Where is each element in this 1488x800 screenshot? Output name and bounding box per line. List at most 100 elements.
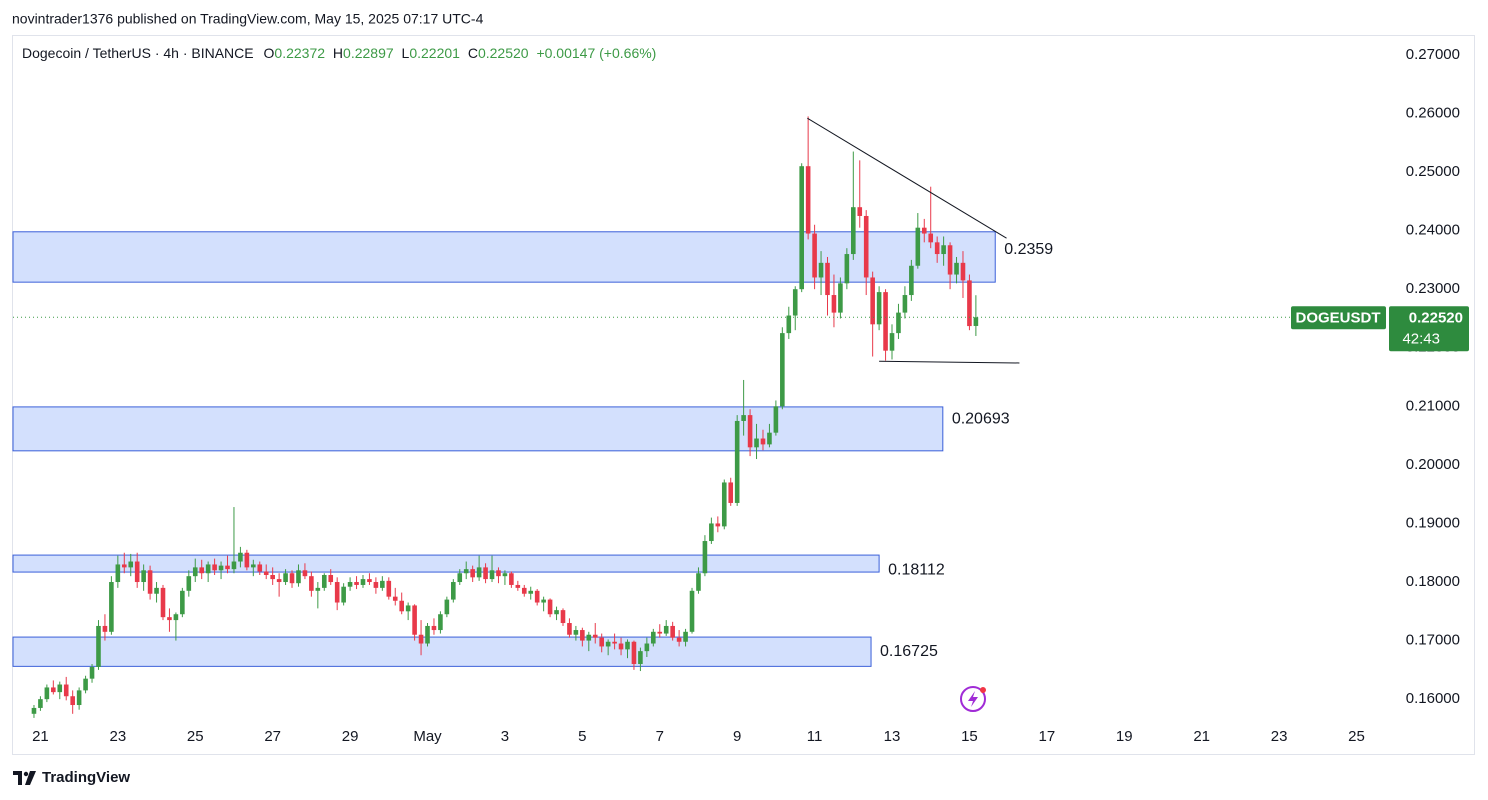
candle-body: [876, 292, 882, 325]
candle-body: [612, 641, 617, 644]
candle-body: [192, 567, 198, 577]
x-tick-label: 17: [1039, 728, 1056, 745]
candle-body: [547, 599, 553, 615]
candle-body: [973, 317, 979, 326]
candle-body: [709, 523, 714, 542]
symbol-tag-label: DOGEUSDT: [1295, 309, 1380, 326]
candle-body: [470, 569, 475, 578]
zone: [12, 554, 880, 573]
candle-body: [218, 565, 224, 571]
candle-body: [502, 573, 508, 577]
candle-body: [244, 552, 250, 568]
x-tick-label: 15: [961, 728, 978, 745]
candle-body: [960, 262, 966, 281]
o-label: O: [264, 45, 275, 61]
candle-body: [883, 292, 888, 351]
candle-body: [321, 574, 327, 588]
candle-body: [76, 690, 82, 706]
candle-body: [186, 576, 192, 591]
candle-body: [741, 415, 746, 421]
zone-level-label: 0.16725: [880, 643, 938, 660]
candle-body: [760, 438, 766, 445]
candle-body: [386, 580, 392, 597]
candle-body: [863, 215, 869, 278]
candle-body: [618, 643, 624, 650]
candle-body: [651, 631, 656, 644]
candle-body: [521, 587, 527, 594]
x-tick-label: 25: [1348, 728, 1365, 745]
x-tick-label: 21: [1193, 728, 1210, 745]
x-tick-label: May: [413, 728, 442, 745]
y-tick-label: 0.16000: [1406, 690, 1460, 707]
candle-body: [967, 280, 972, 327]
candle-body: [289, 573, 295, 584]
candle-body: [728, 482, 734, 503]
candle-body: [947, 245, 953, 275]
price-tag: [1389, 306, 1469, 352]
candle-body: [476, 567, 482, 578]
candle-body: [147, 570, 153, 594]
candle-body: [180, 590, 185, 615]
change-value: +0.00147: [536, 45, 595, 61]
candle-body: [670, 625, 675, 638]
y-tick-label: 0.18000: [1406, 573, 1460, 590]
x-tick-label: 9: [733, 728, 741, 745]
candle-body: [63, 684, 69, 697]
candle-body: [676, 637, 682, 642]
candle-body: [702, 541, 708, 574]
candle-body: [251, 564, 256, 568]
logo-part: [13, 771, 22, 785]
candle-body: [444, 599, 450, 615]
c-label: C: [468, 45, 478, 61]
brand-logo: [13, 771, 36, 785]
candle-body: [354, 582, 359, 585]
candle-body: [173, 614, 179, 621]
candle-body: [857, 207, 863, 216]
low-value: 0.22201: [409, 45, 460, 61]
price-tag-label: 0.22520: [1409, 309, 1463, 326]
icon-ring: [960, 686, 986, 712]
y-tick-label: 0.21000: [1406, 397, 1460, 414]
zone: [12, 231, 996, 283]
candle-body: [373, 582, 379, 588]
instrument: Dogecoin / TetherUS · 4h · BINANCE: [22, 45, 254, 61]
zone: [12, 636, 872, 667]
candle-body: [534, 590, 540, 603]
candle-body: [805, 166, 811, 234]
candle-body: [102, 625, 108, 632]
candle-body: [70, 696, 75, 706]
brand-name: TradingView: [42, 769, 130, 786]
x-tick-label: 11: [807, 728, 823, 745]
candle-body: [928, 233, 934, 243]
candle-body: [844, 254, 850, 284]
candle-body: [554, 610, 559, 615]
candle-body: [870, 277, 875, 325]
candle-body: [934, 242, 940, 255]
candle-body: [438, 614, 443, 631]
candle-body: [831, 295, 837, 313]
candle-body: [425, 625, 430, 644]
change-percent: (+0.66%): [599, 45, 656, 61]
candle-body: [496, 570, 501, 577]
candle-body: [283, 573, 288, 583]
candle-body: [767, 432, 772, 445]
candle-body: [263, 571, 269, 575]
candle-body: [457, 573, 463, 583]
candle-body: [57, 684, 63, 693]
candle-body: [754, 438, 759, 448]
candle-body: [109, 582, 114, 632]
countdown-label: 42:43: [1402, 330, 1440, 347]
lightning-icon[interactable]: [960, 686, 986, 712]
y-tick-label: 0.24000: [1406, 222, 1460, 239]
candle-body: [121, 564, 127, 568]
candle-body: [199, 567, 205, 574]
trend-line: [807, 117, 1007, 239]
high-value: 0.22897: [343, 45, 394, 61]
candle-body: [663, 625, 669, 634]
candle-body: [451, 582, 456, 600]
candle-body: [786, 315, 792, 334]
candle-body: [302, 570, 308, 577]
candle-body: [205, 564, 211, 574]
x-tick-label: 27: [264, 728, 281, 745]
published-line: novintrader1376 published on TradingView…: [12, 11, 484, 27]
